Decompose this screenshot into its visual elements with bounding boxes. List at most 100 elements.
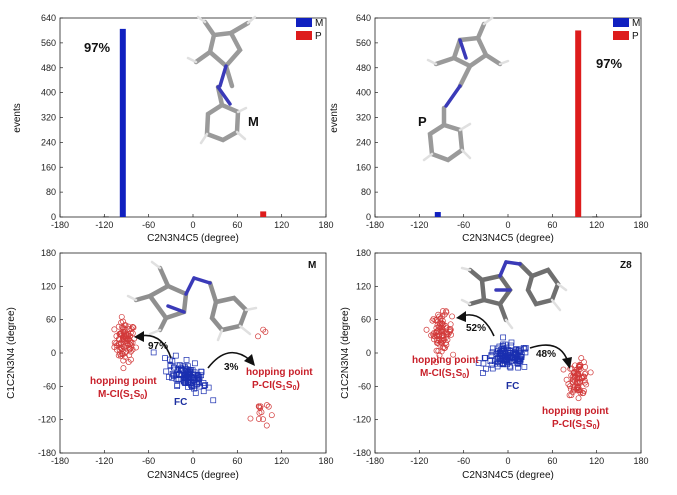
x-tick-label: -180 [366,220,384,230]
y-tick-label: 60 [361,315,371,325]
hop-right-mid: S [586,419,593,430]
y-axis-label-name: C1C2N3N4 [340,347,351,399]
x-tick-label: 60 [232,456,242,466]
ci-point [255,403,262,410]
bar-m [434,212,441,217]
x-tick-label: -120 [410,220,428,230]
ci-point [568,365,575,372]
x-tick-label: 180 [633,456,648,466]
ci-point [255,415,262,422]
fc-point [174,382,181,388]
fc-point [195,376,202,382]
arrow-head-right [244,354,255,366]
fc-point [502,351,509,358]
fc-point [150,349,157,356]
fc-point [501,353,508,359]
y-tick-label: -120 [353,415,371,425]
molecule-icon [422,16,510,163]
ci-point [441,345,448,352]
x-tick-label: 0 [505,456,510,466]
arrow-head-left [134,331,144,342]
bars [102,28,267,218]
ci-point [127,345,134,352]
transition-arrows [456,311,572,369]
ci-point [119,347,126,354]
hop-right-title: hopping point [542,406,609,417]
ci-point [440,344,447,351]
ci-point [575,379,582,386]
x-tick-label: 180 [318,220,333,230]
y-tick-label: 560 [41,38,56,48]
fc-point [210,397,217,404]
ci-point [435,311,442,318]
fc-point [163,368,170,375]
x-tick-label: 120 [589,456,604,466]
y-tick-label: 480 [356,63,371,73]
fc-point [205,384,212,391]
arrow-left-percent: 52% [466,323,486,334]
ci-point [574,370,581,377]
legend: M P [296,18,323,42]
hop-right-sub1: 1 [582,424,586,431]
ci-point [439,318,446,324]
legend-swatch-p [613,31,629,40]
fc-point [178,365,185,372]
y-tick-label: 120 [356,281,371,291]
ci-point [436,352,443,359]
ci-point [575,395,582,402]
x-tick-label: 60 [232,220,242,230]
fc-point [180,377,187,383]
fc-point [488,361,495,368]
y-tick-labels: 0 80 160 240 320 400 480 560 640 [356,13,378,222]
x-tick-label: -180 [51,220,69,230]
arrow-left-percent: 97% [148,341,168,352]
fc-point [495,359,501,365]
hop-right-end: ) [296,380,299,391]
hop-left-sub0: 0 [140,394,144,401]
legend-label-p: P [315,31,322,42]
x-tick-label: -180 [366,456,384,466]
hop-right-main: P-CI(S [252,380,282,391]
x-tick-label: 60 [547,220,557,230]
y-axis-label-name: C1C2N3N4 [6,347,17,399]
ci-point [247,415,254,422]
hop-right-sub0: 0 [293,385,297,392]
hop-left-mid: S [456,368,463,379]
ci-point [268,412,275,419]
ci-point [447,326,454,333]
fc-label: FC [506,381,519,392]
ci-point [125,359,132,366]
arrow-right-percent: 48% [536,349,556,360]
arrow-head-right [562,357,572,369]
histogram-panel-m: -180 -120 -60 0 60 120 180 0 80 160 240 320 400 480 5… [12,13,334,244]
ci-point [431,329,438,336]
y-tick-labels: 0 80 160 240 320 400 480 560 640 [41,13,63,222]
y-tick-label: 640 [356,13,371,23]
ci-point [572,408,579,415]
x-tick-labels: -180 -120 -60 0 60 120 180 [51,214,334,230]
bar-m [119,28,126,217]
fc-point [489,345,496,352]
hop-left-end: ) [466,368,469,379]
ci-point [118,319,125,326]
isomer-label: P [418,114,427,129]
molecule-icon [186,15,257,145]
fc-point [200,388,207,395]
ci-point [430,331,437,338]
y-tick-label: -180 [353,448,371,458]
bar-p [592,216,599,218]
x-axis-label: C2N3N4C5 (degree) [462,233,554,244]
x-tick-label: 180 [633,220,648,230]
fc-point [175,367,181,373]
molecule-icon [460,260,568,330]
ci-point [577,362,584,369]
y-tick-label: -180 [38,448,56,458]
ci-point [439,328,446,335]
fc-point [500,334,507,341]
fc-point [174,383,181,389]
ci-point [120,365,127,372]
ci-point [118,313,125,320]
ci-point [433,359,440,365]
ci-point [130,324,137,331]
